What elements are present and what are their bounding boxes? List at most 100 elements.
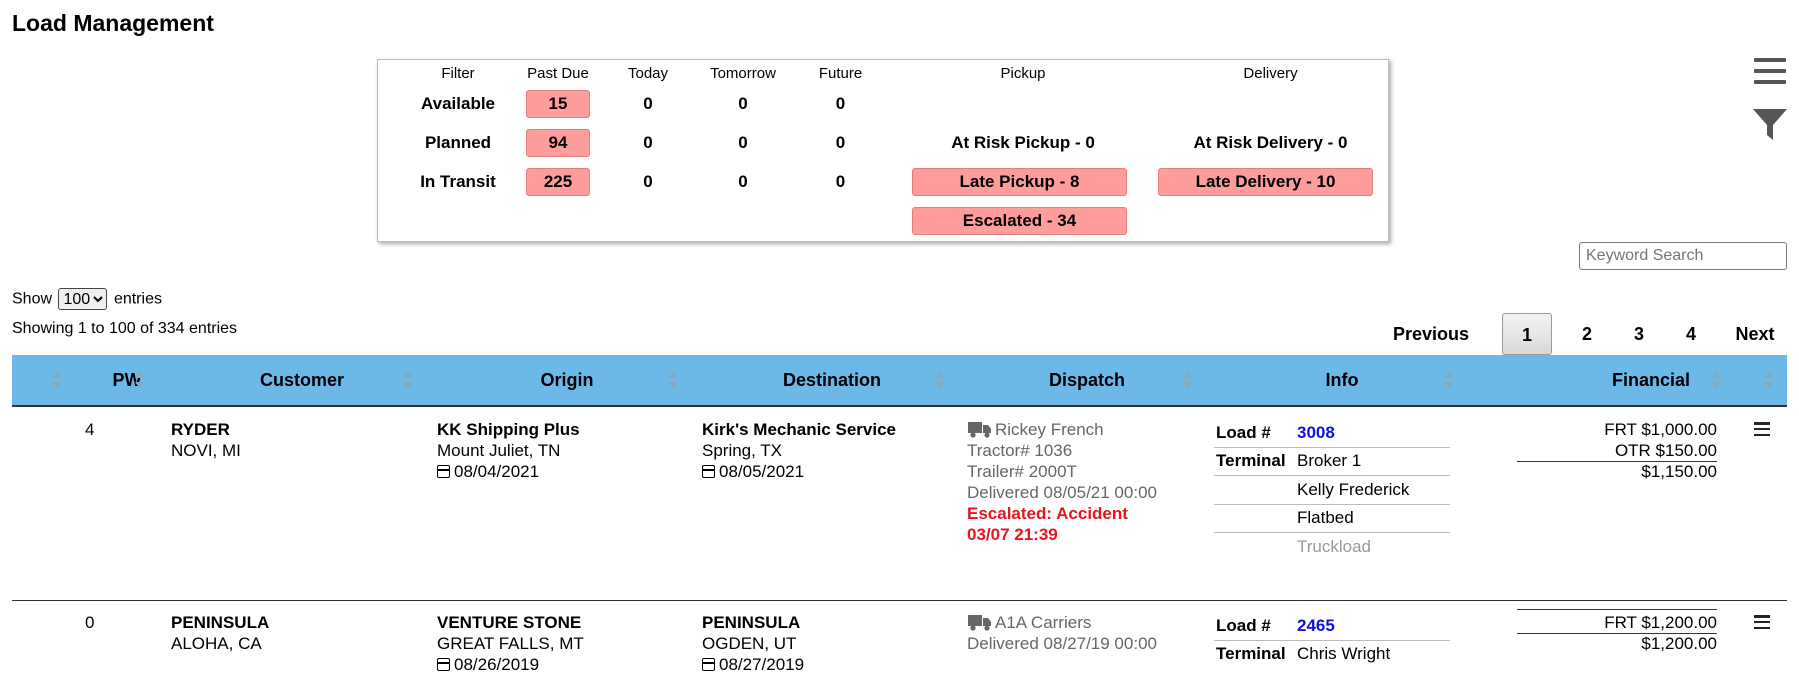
origin-date-value: 08/04/2021: [454, 462, 540, 481]
sort-arrows-icon[interactable]: [668, 371, 678, 391]
planned-tomorrow-count[interactable]: 0: [738, 133, 748, 152]
planned-past-due-badge[interactable]: 94: [526, 129, 590, 157]
filter-funnel-icon[interactable]: [1752, 107, 1788, 143]
calendar-icon: [437, 465, 450, 478]
late-delivery-badge[interactable]: Late Delivery - 10: [1158, 168, 1373, 196]
sort-arrows-icon[interactable]: [1712, 371, 1722, 391]
origin-name: VENTURE STONE: [437, 613, 582, 632]
page-3-button[interactable]: 3: [1633, 324, 1644, 344]
terminal-label: Terminal: [1216, 644, 1286, 663]
destination-date: 08/05/2021: [702, 461, 804, 482]
page-title: Load Management: [12, 10, 214, 36]
terminal-value: Chris Wright: [1297, 644, 1391, 663]
origin-date-value: 08/26/2019: [454, 655, 540, 674]
summary-header-tomorrow: Tomorrow: [710, 65, 776, 82]
info-divider: [1214, 475, 1450, 476]
pw-value: 0: [85, 613, 95, 632]
sort-arrows-icon[interactable]: [1182, 371, 1192, 391]
planned-today-count[interactable]: 0: [643, 133, 653, 152]
load-number-label: Load #: [1216, 423, 1271, 442]
column-header-destination[interactable]: Destination: [782, 370, 881, 390]
carrier-name: Rickey French: [995, 420, 1104, 439]
load-number-link[interactable]: 2465: [1297, 616, 1335, 635]
freight-amount: FRT $1,000.00: [1604, 420, 1717, 439]
keyword-search-input[interactable]: [1579, 242, 1787, 270]
entries-info: Showing 1 to 100 of 334 entries: [12, 320, 238, 337]
escalation-time: 03/07 21:39: [967, 525, 1058, 544]
info-divider: [1214, 640, 1450, 641]
sort-arrows-icon[interactable]: [1764, 371, 1774, 391]
destination-name: PENINSULA: [702, 613, 801, 632]
column-header-pw[interactable]: PW: [112, 370, 142, 390]
in-transit-tomorrow-count[interactable]: 0: [738, 172, 748, 191]
info-divider: [1214, 504, 1450, 505]
sort-arrows-icon[interactable]: [52, 371, 62, 391]
sort-arrows-icon[interactable]: [1444, 371, 1454, 391]
sort-arrows-icon[interactable]: [934, 371, 944, 391]
summary-label-available[interactable]: Available: [420, 94, 496, 113]
in-transit-past-due-badge[interactable]: 225: [526, 168, 590, 196]
financial-divider: [1517, 633, 1717, 634]
in-transit-future-count[interactable]: 0: [835, 172, 846, 191]
summary-label-planned[interactable]: Planned: [424, 133, 492, 152]
row-actions-menu-icon[interactable]: [1754, 422, 1770, 437]
sort-arrows-icon[interactable]: [403, 371, 413, 391]
terminal-label: Terminal: [1216, 451, 1286, 470]
column-header-origin[interactable]: Origin: [540, 370, 594, 390]
available-past-due-badge[interactable]: 15: [526, 90, 590, 118]
page-size-select[interactable]: 100: [58, 288, 108, 310]
planned-future-count[interactable]: 0: [835, 133, 846, 152]
truck-icon: [968, 422, 991, 438]
financial-total: $1,150.00: [1641, 462, 1717, 481]
column-header-dispatch[interactable]: Dispatch: [1048, 370, 1126, 390]
next-page-button[interactable]: Next: [1735, 324, 1775, 344]
escalated-badge[interactable]: Escalated - 34: [912, 207, 1127, 235]
calendar-icon: [702, 465, 715, 478]
show-label: Show: [12, 290, 53, 308]
freight-amount: FRT $1,200.00: [1604, 613, 1717, 632]
sort-arrows-icon[interactable]: [135, 371, 145, 391]
delivered-status: Delivered 08/27/19 00:00: [967, 634, 1157, 653]
late-pickup-badge[interactable]: Late Pickup - 8: [912, 168, 1127, 196]
column-header-financial[interactable]: Financial: [1612, 370, 1691, 390]
customer-name: RYDER: [171, 420, 230, 439]
trailer-number: Trailer# 2000T: [967, 462, 1077, 481]
page-1-button[interactable]: 1: [1502, 313, 1552, 355]
hamburger-menu-icon[interactable]: [1754, 58, 1786, 88]
destination-location: Spring, TX: [702, 441, 783, 460]
row-actions-menu-icon[interactable]: [1754, 615, 1770, 630]
at-risk-delivery-count[interactable]: At Risk Delivery - 0: [1193, 133, 1348, 152]
summary-label-in-transit[interactable]: In Transit: [420, 172, 496, 191]
available-tomorrow-count[interactable]: 0: [738, 94, 748, 113]
summary-header-pickup: Pickup: [1000, 65, 1046, 82]
load-summary-panel: Filter Past Due Today Tomorrow Future Pi…: [377, 59, 1389, 242]
load-number-link[interactable]: 3008: [1297, 423, 1335, 442]
page-4-button[interactable]: 4: [1685, 324, 1696, 344]
in-transit-today-count[interactable]: 0: [643, 172, 653, 191]
origin-location: Mount Juliet, TN: [437, 441, 561, 460]
available-today-count[interactable]: 0: [643, 94, 653, 113]
entries-label: entries: [113, 290, 162, 308]
table-header: PW Customer Origin Destination Dispatch …: [12, 355, 1787, 407]
origin-date: 08/26/2019: [437, 654, 539, 675]
at-risk-pickup-count[interactable]: At Risk Pickup - 0: [951, 133, 1095, 152]
summary-header-past-due: Past Due: [527, 65, 589, 82]
summary-header-today: Today: [627, 65, 669, 82]
calendar-icon: [702, 658, 715, 671]
calendar-icon: [437, 658, 450, 671]
available-future-count[interactable]: 0: [835, 94, 846, 113]
sales-rep: Kelly Frederick: [1297, 480, 1410, 499]
financial-divider: [1517, 461, 1717, 462]
previous-page-button[interactable]: Previous: [1392, 324, 1470, 344]
summary-header-filter: Filter: [441, 65, 475, 82]
page-size-control: Show 100 entries: [12, 288, 162, 310]
destination-name: Kirk's Mechanic Service: [702, 420, 896, 439]
otr-amount: OTR $150.00: [1614, 441, 1717, 460]
column-header-customer[interactable]: Customer: [259, 370, 344, 390]
destination-date-value: 08/27/2019: [719, 655, 805, 674]
page-2-button[interactable]: 2: [1581, 324, 1592, 344]
load-number-label: Load #: [1216, 616, 1271, 635]
info-divider: [1214, 447, 1450, 448]
truck-icon: [968, 615, 991, 631]
column-header-info[interactable]: Info: [1325, 370, 1359, 390]
